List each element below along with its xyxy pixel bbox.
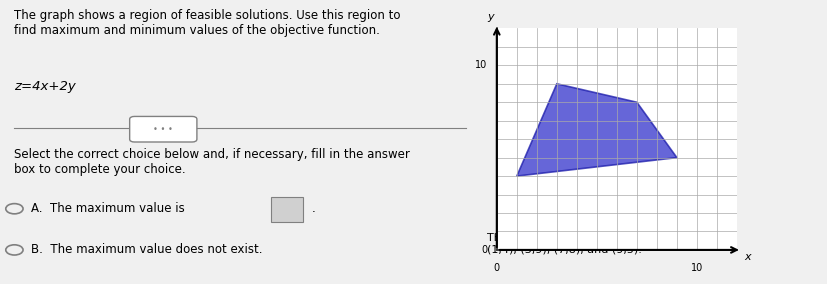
Text: • • •: • • • [153, 125, 173, 134]
Text: 10: 10 [690, 263, 702, 273]
Text: Select the correct choice below and, if necessary, fill in the answer
box to com: Select the correct choice below and, if … [14, 148, 410, 176]
Text: 0: 0 [493, 263, 500, 273]
Text: B.  The maximum value does not exist.: B. The maximum value does not exist. [31, 243, 262, 256]
Text: z=4x+2y: z=4x+2y [14, 80, 76, 93]
Text: 10: 10 [475, 60, 486, 70]
FancyBboxPatch shape [271, 197, 302, 222]
Text: .: . [312, 202, 316, 215]
FancyBboxPatch shape [130, 116, 197, 142]
Polygon shape [516, 84, 676, 176]
Text: 0: 0 [480, 245, 486, 255]
Text: A.  The maximum value is: A. The maximum value is [31, 202, 184, 215]
Text: The graph shows a region of feasible solutions. Use this region to
find maximum : The graph shows a region of feasible sol… [14, 9, 400, 37]
Text: y: y [487, 12, 494, 22]
Text: x: x [743, 252, 750, 262]
Text: Theʻcoordinates of the corner points are
(1,4), (3,9), (7,8), and (9,5).: Theʻcoordinates of the corner points are… [486, 233, 710, 254]
